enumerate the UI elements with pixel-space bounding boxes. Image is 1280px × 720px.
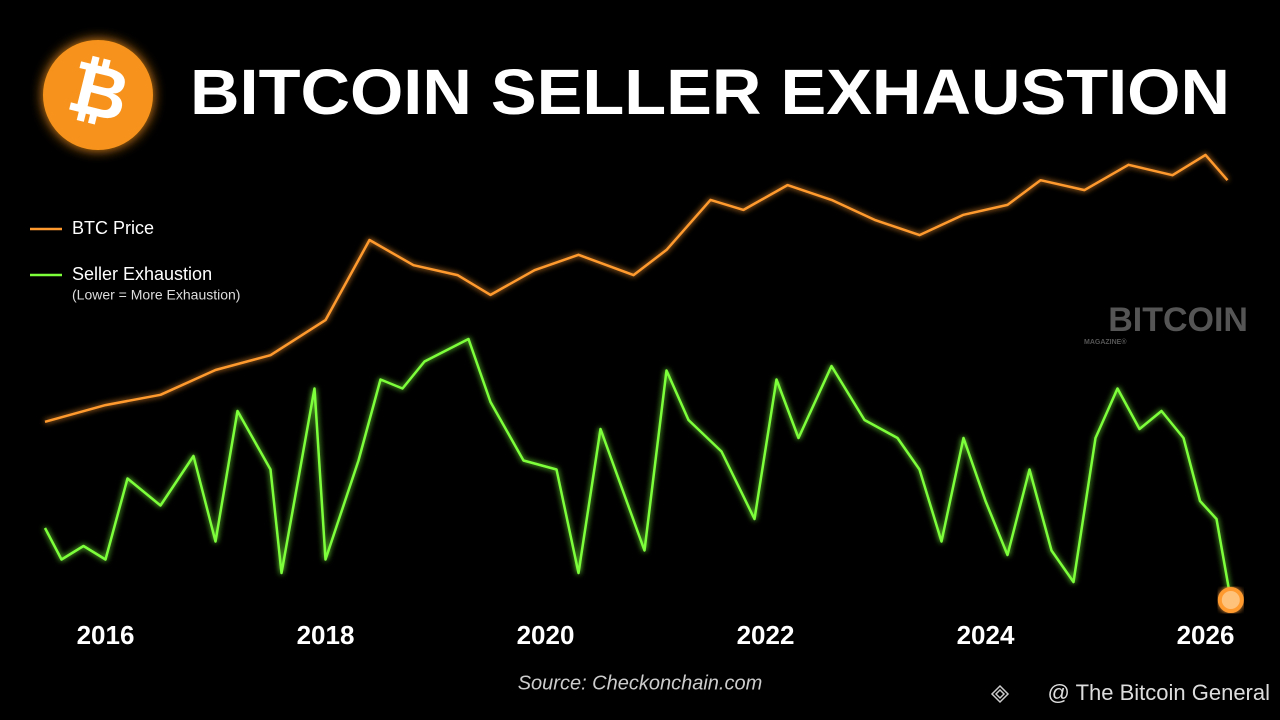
x-tick-label: 2018 (297, 620, 355, 650)
watermark: BITCOIN (1108, 301, 1248, 339)
x-tick-label: 2024 (957, 620, 1015, 650)
series-line (44, 153, 1229, 424)
chart-title: BITCOIN SELLER EXHAUSTION (190, 56, 1230, 128)
source: Source: Checkonchain.com (518, 672, 763, 694)
legend-label: Seller Exhaustion (72, 264, 212, 284)
series-line (43, 337, 1233, 601)
credit: @ The Bitcoin General (1048, 680, 1270, 705)
legend-label: BTC Price (72, 218, 154, 238)
credit-icon (990, 684, 1010, 704)
end-marker (1217, 587, 1244, 613)
x-tick-label: 2022 (737, 620, 795, 650)
x-tick-label: 2016 (77, 620, 135, 650)
logo-circle (43, 40, 153, 150)
watermark-sub: MAGAZINE® (1084, 338, 1127, 346)
x-tick-label: 2020 (517, 620, 575, 650)
x-tick-label: 2026 (1177, 620, 1235, 650)
legend-note: (Lower = More Exhaustion) (72, 287, 240, 303)
